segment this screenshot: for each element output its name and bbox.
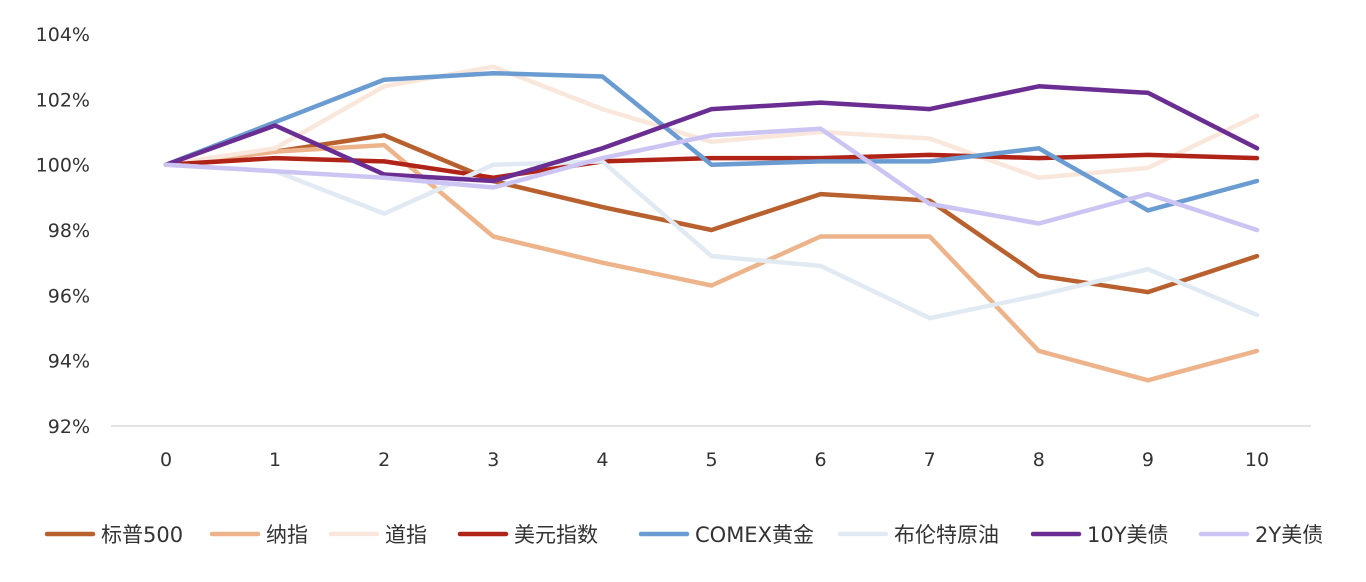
y-tick-label: 92%: [48, 416, 90, 438]
legend-label: 纳指: [266, 523, 308, 547]
legend-label: 美元指数: [514, 523, 598, 547]
legend: 标普500 纳指 道指 美元指数 COMEX黄金 布伦特原油 10Y美债 2Y美债: [44, 523, 1323, 547]
x-tick-label: 6: [815, 449, 827, 471]
x-tick-label: 5: [705, 449, 717, 471]
x-tick-label: 1: [269, 449, 281, 471]
x-tick-label: 3: [487, 449, 499, 471]
legend-item: 纳指: [209, 523, 308, 547]
x-axis: 0 1 2 3 4 5 6 7 8 9 10: [160, 449, 1269, 471]
y-tick-label: 98%: [48, 220, 90, 242]
legend-item: 道指: [328, 523, 427, 547]
x-tick-label: 8: [1033, 449, 1045, 471]
x-tick-label: 2: [378, 449, 390, 471]
x-tick-label: 7: [924, 449, 936, 471]
legend-item: 2Y美债: [1198, 523, 1323, 547]
y-tick-label: 100%: [36, 155, 90, 177]
legend-item: 10Y美债: [1030, 523, 1169, 547]
series-line-2y: [163, 126, 1260, 233]
legend-item: 标普500: [44, 523, 183, 547]
x-tick-label: 9: [1142, 449, 1154, 471]
legend-label: 标普500: [101, 523, 183, 547]
x-tick-label: 10: [1245, 449, 1269, 471]
y-axis: 92% 94% 96% 98% 100% 102% 104%: [36, 24, 90, 438]
series-line-series-2: [163, 142, 1260, 383]
y-tick-label: 102%: [36, 89, 90, 111]
series-line-series-3: [163, 64, 1260, 180]
legend-item: COMEX黄金: [638, 523, 814, 547]
legend-label: 10Y美债: [1087, 523, 1169, 547]
legend-label: COMEX黄金: [695, 523, 814, 547]
legend-label: 2Y美债: [1255, 523, 1323, 547]
y-tick-label: 96%: [48, 285, 90, 307]
series-line-series-6: [163, 159, 1260, 321]
y-tick-label: 94%: [48, 351, 90, 373]
legend-label: 布伦特原油: [894, 523, 999, 547]
legend-item: 美元指数: [457, 523, 598, 547]
plot-area: [163, 64, 1260, 383]
legend-item: 布伦特原油: [837, 523, 999, 547]
y-tick-label: 104%: [36, 24, 90, 46]
x-tick-label: 0: [160, 449, 172, 471]
legend-label: 道指: [385, 523, 427, 547]
x-tick-label: 4: [596, 449, 608, 471]
series-line-10y: [163, 84, 1260, 184]
series-line-500: [163, 133, 1260, 295]
series-line-comex: [163, 70, 1260, 213]
